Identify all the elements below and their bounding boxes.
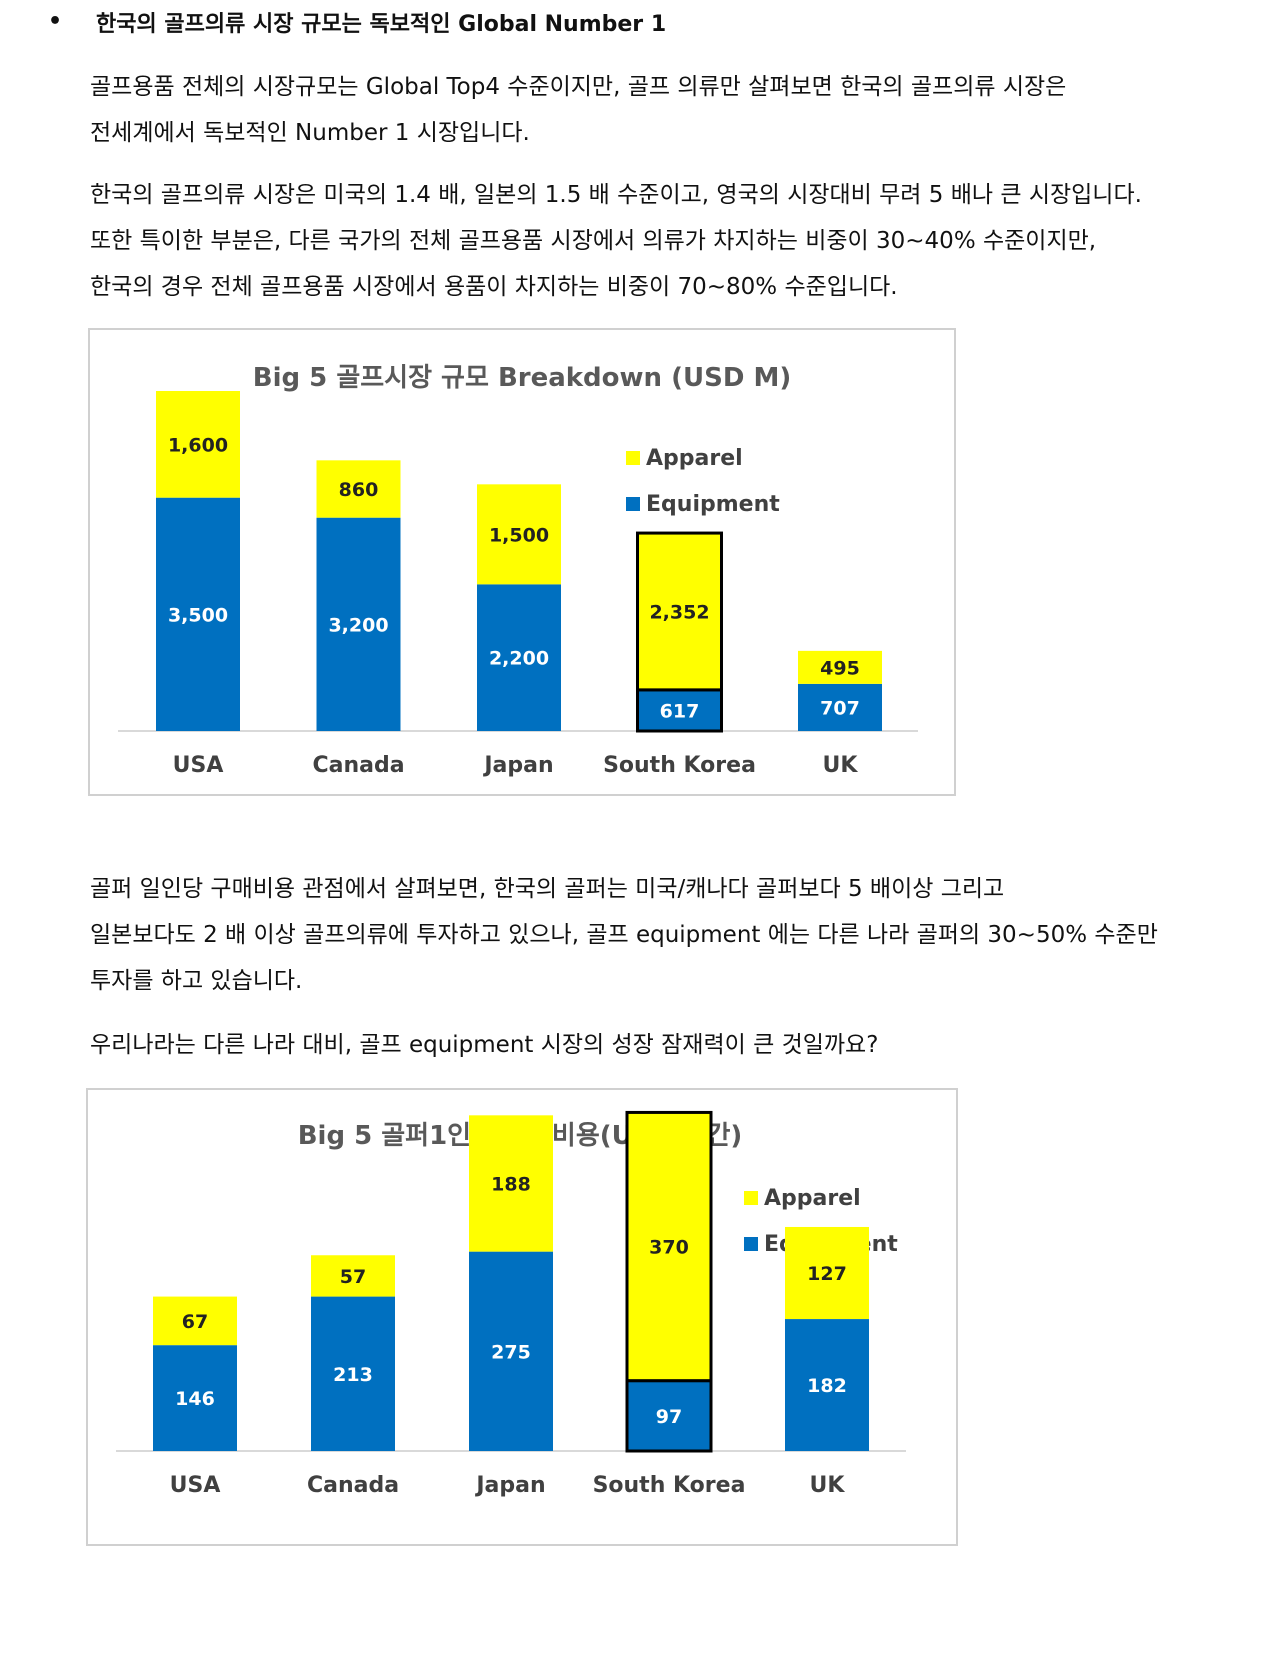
detail-paragraph: 한국의 골프의류 시장은 미국의 1.4 배, 일본의 1.5 배 수준이고, … xyxy=(90,172,1142,310)
legend-label-apparel: Apparel xyxy=(646,446,743,471)
per-capita-line: 골퍼 일인당 구매비용 관점에서 살펴보면, 한국의 골퍼는 미국/캐나다 골퍼… xyxy=(90,876,1005,902)
legend-swatch-apparel xyxy=(626,451,640,465)
category-label-uk: UK xyxy=(810,1473,846,1498)
value-label-equipment-usa: 3,500 xyxy=(168,604,228,626)
per-capita-line: 일본보다도 2 배 이상 골프의류에 투자하고 있으나, 골프 equipmen… xyxy=(90,922,1158,948)
legend-swatch-equipment xyxy=(744,1237,758,1251)
bar-apparel-usa xyxy=(156,391,240,498)
value-label-equipment-japan: 2,200 xyxy=(489,648,549,670)
value-label-apparel-japan: 188 xyxy=(491,1173,531,1195)
value-label-apparel-canada: 860 xyxy=(339,479,379,501)
detail-line: 한국의 경우 전체 골프용품 시장에서 용품이 차지하는 비중이 70~80% … xyxy=(90,274,898,300)
per-capita-chart-svg: Big 5 골퍼1인당 구매비용(USD/연간)ApparelEquipment… xyxy=(116,1110,906,1498)
value-label-apparel-uk: 495 xyxy=(820,657,860,679)
bar-equipment-uk xyxy=(785,1319,869,1451)
intro-line: 전세계에서 독보적인 Number 1 시장입니다. xyxy=(90,120,530,146)
category-label-uk: UK xyxy=(823,753,859,778)
category-label-usa: USA xyxy=(173,753,224,778)
value-label-equipment-south-korea: 97 xyxy=(656,1406,682,1428)
bar-apparel-uk xyxy=(785,1226,869,1320)
value-label-apparel-uk: 127 xyxy=(807,1263,847,1285)
bar-equipment-japan xyxy=(477,584,561,731)
category-label-usa: USA xyxy=(170,1473,221,1498)
category-label-south-korea: South Korea xyxy=(603,753,756,778)
intro-paragraph: 골프용품 전체의 시장규모는 Global Top4 수준이지만, 골프 의류만… xyxy=(90,64,1066,156)
bar-equipment-south-korea xyxy=(625,1379,713,1453)
legend-label-equipment: Equipment xyxy=(646,492,780,517)
legend-swatch-equipment xyxy=(626,497,640,511)
legend-label-apparel: Apparel xyxy=(764,1186,861,1211)
per-capita-line: 투자를 하고 있습니다. xyxy=(90,968,303,994)
value-label-apparel-south-korea: 2,352 xyxy=(649,601,709,623)
category-label-canada: Canada xyxy=(312,753,404,778)
value-label-equipment-south-korea: 617 xyxy=(660,700,700,722)
bar-equipment-usa xyxy=(156,497,240,731)
category-label-japan: Japan xyxy=(482,753,553,778)
bar-apparel-canada xyxy=(311,1255,395,1297)
value-label-equipment-uk: 182 xyxy=(807,1375,847,1397)
detail-line: 또한 특이한 부분은, 다른 국가의 전체 골프용품 시장에서 의류가 차지하는… xyxy=(90,228,1097,254)
market-size-chart: Big 5 골프시장 규모 Breakdown (USD M) Apparel Eq… xyxy=(88,328,956,796)
value-label-apparel-usa: 67 xyxy=(182,1311,208,1333)
heading-text: 한국의 골프의류 시장 규모는 독보적인 Global Number 1 xyxy=(96,12,667,37)
category-label-canada: Canada xyxy=(307,1473,399,1498)
bullet-icon: • xyxy=(48,9,63,34)
value-label-equipment-japan: 275 xyxy=(491,1341,531,1363)
legend-swatch-apparel xyxy=(744,1191,758,1205)
detail-line: 한국의 골프의류 시장은 미국의 1.4 배, 일본의 1.5 배 수준이고, … xyxy=(90,182,1142,208)
bar-apparel-usa xyxy=(153,1296,237,1346)
value-label-equipment-uk: 707 xyxy=(820,697,860,719)
per-capita-chart: Big 5 골퍼1인당 구매비용(USD/연간)ApparelEquipment… xyxy=(86,1088,958,1546)
question-line: 우리나라는 다른 나라 대비, 골프 equipment 시장의 성장 잠재력이… xyxy=(90,1032,879,1058)
bar-equipment-uk xyxy=(798,683,882,731)
bar-apparel-japan xyxy=(477,484,561,585)
value-label-equipment-canada: 213 xyxy=(333,1364,373,1386)
value-label-equipment-usa: 146 xyxy=(175,1388,215,1410)
bar-equipment-usa xyxy=(153,1345,237,1451)
per-capita-paragraph: 골퍼 일인당 구매비용 관점에서 살펴보면, 한국의 골퍼는 미국/캐나다 골퍼… xyxy=(90,866,1158,1004)
bar-equipment-japan xyxy=(469,1251,553,1451)
bar-apparel-canada xyxy=(316,460,401,518)
value-label-apparel-canada: 57 xyxy=(340,1266,366,1288)
market-size-chart-svg: Big 5 골프시장 규모 Breakdown (USD M) Apparel Eq… xyxy=(118,363,918,778)
bar-equipment-canada xyxy=(311,1296,395,1451)
bar-equipment-canada xyxy=(316,517,401,731)
bar-equipment-south-korea xyxy=(636,688,723,733)
bar-apparel-uk xyxy=(798,650,882,684)
bar-apparel-japan xyxy=(469,1115,553,1252)
intro-line: 골프용품 전체의 시장규모는 Global Top4 수준이지만, 골프 의류만… xyxy=(90,74,1067,100)
question-paragraph: 우리나라는 다른 나라 대비, 골프 equipment 시장의 성장 잠재력이… xyxy=(90,1022,878,1068)
value-label-apparel-usa: 1,600 xyxy=(168,434,228,456)
bar-apparel-south-korea xyxy=(625,1110,713,1383)
bar-apparel-south-korea xyxy=(636,531,723,692)
category-label-japan: Japan xyxy=(474,1473,545,1498)
value-label-equipment-canada: 3,200 xyxy=(328,614,388,636)
value-label-apparel-south-korea: 370 xyxy=(649,1237,689,1259)
value-label-apparel-japan: 1,500 xyxy=(489,524,549,546)
category-label-south-korea: South Korea xyxy=(593,1473,746,1498)
chart-title: Big 5 골프시장 규모 Breakdown (USD M) xyxy=(253,363,791,393)
